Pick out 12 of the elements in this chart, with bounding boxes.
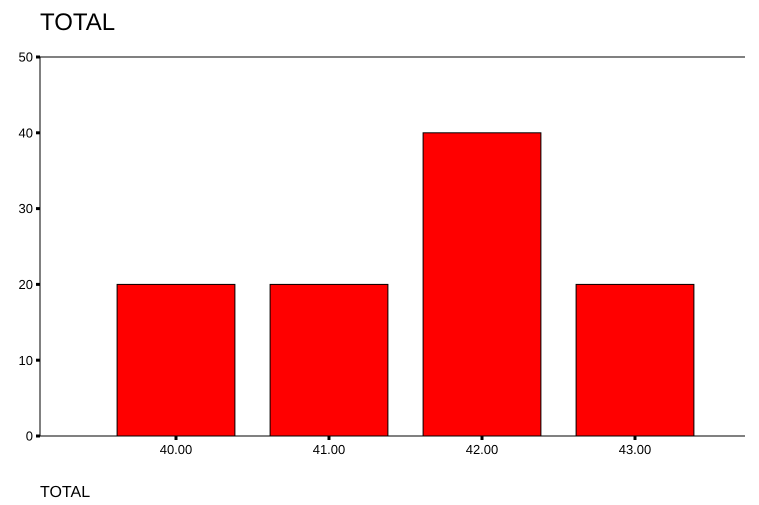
y-tick-label: 50 — [18, 50, 33, 65]
y-tick-label: 20 — [18, 276, 33, 292]
x-axis-title: TOTAL — [40, 484, 90, 501]
y-tick-label: 40 — [18, 125, 33, 140]
x-tick-label: 43.00 — [618, 442, 652, 457]
y-tick-label: 30 — [18, 201, 33, 216]
x-tick-label: 41.00 — [312, 442, 346, 457]
x-tick-label: 40.00 — [160, 442, 192, 457]
x-tick-label: 42.00 — [466, 442, 498, 457]
y-tick-label: 0 — [26, 428, 33, 444]
chart-title: TOTAL — [40, 9, 116, 36]
y-tick-label: 10 — [18, 352, 33, 368]
